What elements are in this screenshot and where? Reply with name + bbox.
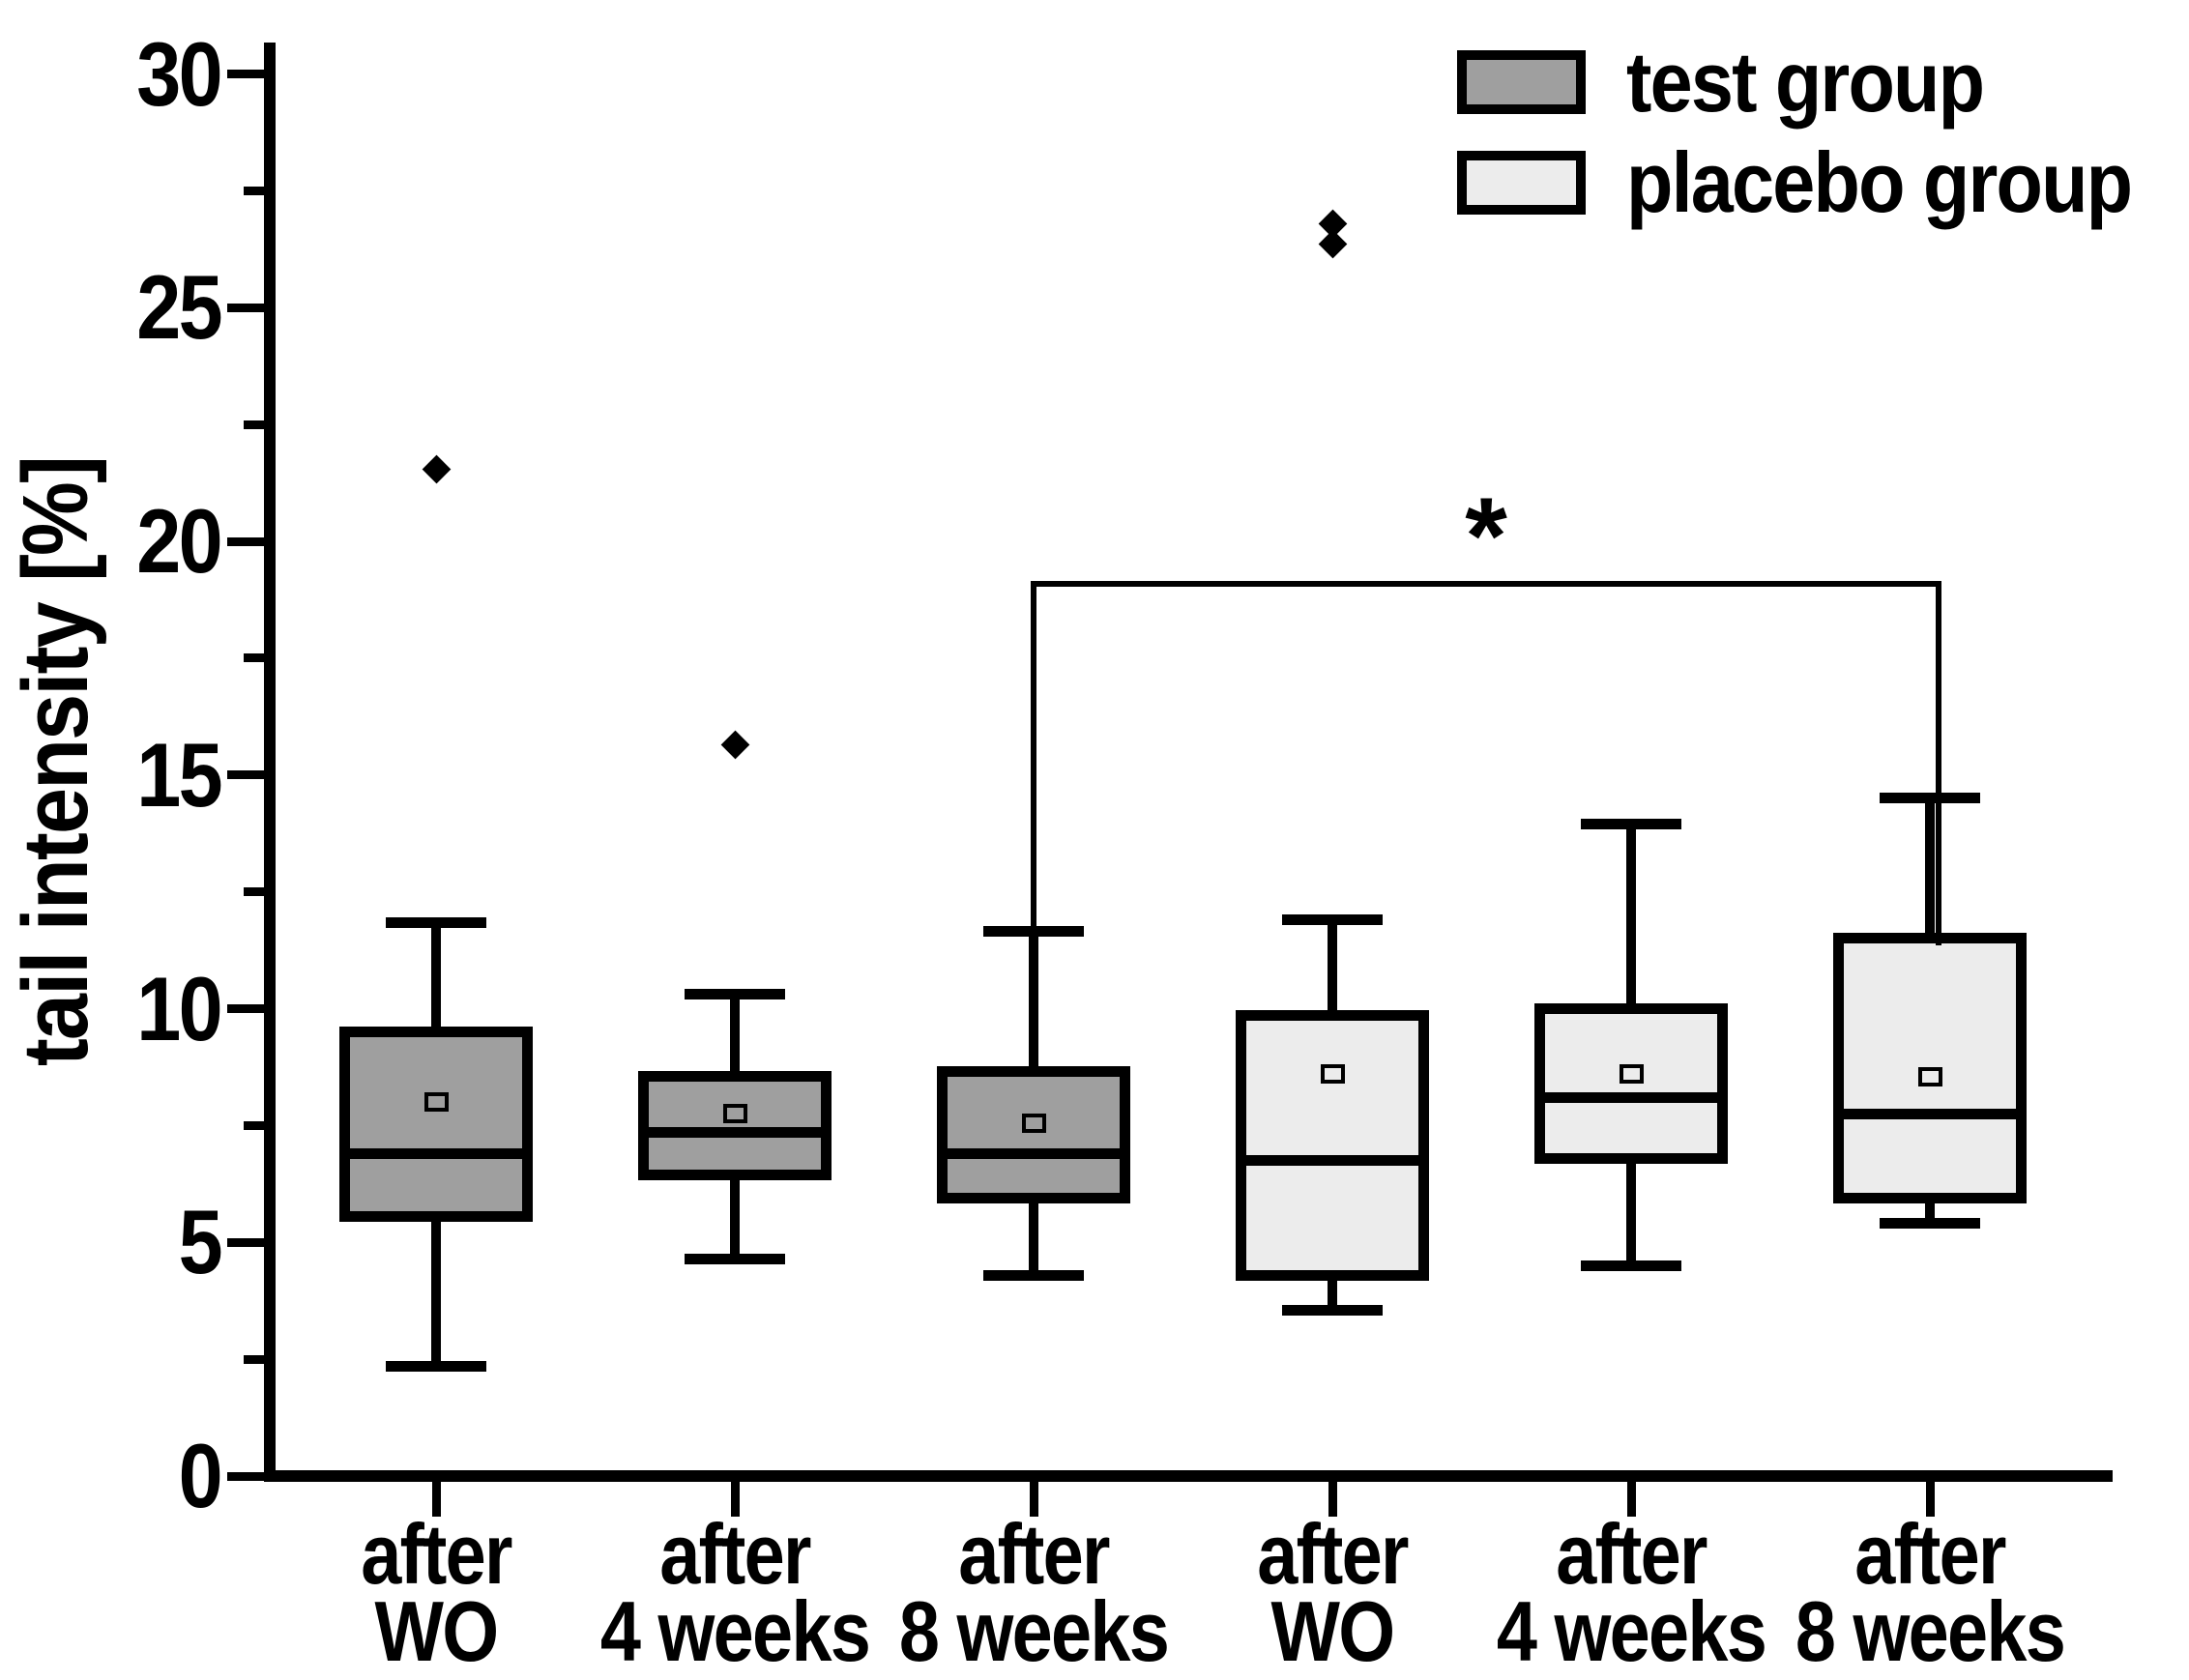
y-tick-label: 5 — [178, 1191, 223, 1293]
lower-whisker-cap — [685, 1253, 785, 1264]
lower-whisker-stem — [431, 1216, 441, 1367]
median-line — [1545, 1091, 1717, 1103]
lower-whisker-stem — [730, 1174, 740, 1260]
upper-whisker-cap — [1282, 914, 1383, 926]
median-line — [1844, 1108, 2016, 1119]
box-iqr — [638, 1071, 832, 1180]
y-minor-tick — [244, 1354, 264, 1364]
mean-marker — [1917, 1066, 1942, 1086]
significance-right-leg — [1936, 580, 1941, 946]
y-tick-label: 15 — [136, 723, 222, 826]
median-line — [649, 1127, 821, 1139]
lower-whisker-stem — [1626, 1158, 1636, 1266]
y-tick-label: 30 — [136, 22, 222, 125]
upper-whisker-stem — [1029, 931, 1038, 1072]
y-major-tick — [227, 1004, 264, 1013]
y-major-tick — [227, 770, 264, 780]
y-minor-tick — [244, 887, 264, 897]
y-axis-line — [264, 43, 276, 1482]
mean-marker — [1619, 1064, 1644, 1085]
median-line — [1246, 1155, 1418, 1167]
x-tick — [1029, 1482, 1038, 1517]
y-major-tick — [227, 1237, 264, 1247]
mean-marker — [722, 1104, 747, 1124]
box-iqr — [339, 1027, 533, 1223]
lower-whisker-cap — [1880, 1218, 1980, 1230]
median-line — [948, 1147, 1120, 1159]
x-tick — [730, 1482, 740, 1517]
x-tick — [431, 1482, 441, 1517]
mean-marker — [1320, 1064, 1345, 1085]
x-category-label: after 4 weeks — [1496, 1506, 1767, 1679]
y-minor-tick — [244, 186, 264, 195]
y-minor-tick — [244, 420, 264, 429]
upper-whisker-cap — [386, 916, 486, 928]
lower-whisker-cap — [386, 1360, 486, 1372]
upper-whisker-stem — [1626, 824, 1636, 1009]
mean-marker — [1021, 1113, 1046, 1133]
upper-whisker-cap — [1880, 793, 1980, 804]
mean-marker — [423, 1092, 449, 1113]
upper-whisker-cap — [685, 989, 785, 1000]
median-line — [350, 1147, 522, 1159]
y-tick-label: 25 — [136, 256, 222, 359]
x-tick — [1328, 1482, 1337, 1517]
box-iqr — [937, 1066, 1130, 1203]
y-tick-label: 20 — [136, 490, 222, 592]
y-major-tick — [227, 70, 264, 78]
y-minor-tick — [244, 653, 264, 663]
x-axis-line — [264, 1470, 2113, 1482]
significance-bar — [1031, 580, 1941, 587]
lower-whisker-cap — [1581, 1260, 1681, 1271]
box-iqr — [1236, 1010, 1429, 1281]
x-category-label: after WO — [1257, 1506, 1409, 1679]
lower-whisker-cap — [1282, 1304, 1383, 1316]
upper-whisker-stem — [1328, 919, 1337, 1016]
y-tick-label: 0 — [178, 1425, 223, 1526]
y-major-tick — [227, 536, 264, 546]
legend-label: test group — [1626, 34, 1985, 130]
x-category-label: after WO — [361, 1506, 512, 1679]
lower-whisker-stem — [1328, 1275, 1337, 1311]
y-minor-tick — [244, 1120, 264, 1130]
test-group-swatch-icon — [1457, 50, 1586, 114]
significance-asterisk: * — [1465, 475, 1507, 596]
outlier-diamond — [720, 730, 749, 760]
x-category-label: after 8 weeks — [1795, 1506, 2066, 1679]
x-category-label: after 4 weeks — [599, 1506, 871, 1679]
outlier-diamond — [422, 454, 451, 483]
upper-whisker-stem — [730, 994, 740, 1077]
significance-left-leg — [1031, 580, 1036, 946]
lower-whisker-stem — [1925, 1198, 1935, 1224]
placebo-group-swatch-icon — [1457, 151, 1586, 215]
legend-label: placebo group — [1626, 134, 2133, 230]
upper-whisker-cap — [1581, 819, 1681, 830]
x-tick — [1925, 1482, 1935, 1517]
upper-whisker-stem — [431, 922, 441, 1032]
upper-whisker-stem — [1925, 797, 1935, 939]
y-tick-label: 10 — [136, 957, 222, 1059]
y-major-tick — [227, 1471, 264, 1481]
outlier-diamond — [1318, 209, 1347, 239]
lower-whisker-cap — [983, 1269, 1084, 1281]
x-tick — [1626, 1482, 1636, 1517]
lower-whisker-stem — [1029, 1198, 1038, 1276]
x-category-label: after 8 weeks — [898, 1506, 1170, 1679]
y-major-tick — [227, 303, 264, 312]
